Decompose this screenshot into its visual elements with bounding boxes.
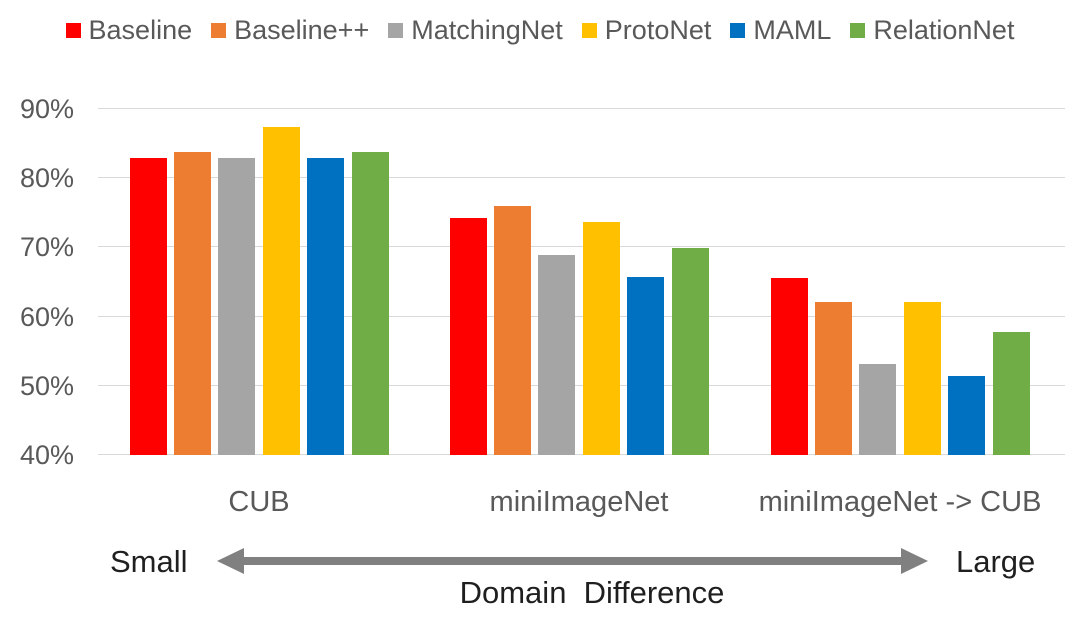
gridline xyxy=(98,384,1065,386)
y-axis-tick-label: 70% xyxy=(19,232,74,263)
bar-matchingnet-miniimagenet-cub xyxy=(859,364,897,455)
legend-swatch-icon xyxy=(730,23,746,38)
large-label: Large xyxy=(956,544,1036,579)
bar-maml-miniimagenet xyxy=(627,277,665,455)
bar-protonet-miniimagenet xyxy=(582,221,620,455)
category-label: miniImageNet -> CUB xyxy=(758,486,1042,518)
plot-area xyxy=(98,95,1065,455)
small-label: Small xyxy=(110,544,188,579)
y-axis-tick-label: 50% xyxy=(19,370,74,401)
gridline xyxy=(98,315,1065,317)
legend-swatch-icon xyxy=(65,23,81,38)
legend-label: MatchingNet xyxy=(411,15,563,45)
gridline xyxy=(98,107,1065,109)
legend-item-relationnet: RelationNet xyxy=(850,14,1014,47)
bar-maml-miniimagenet-cub xyxy=(948,376,986,455)
legend-label: RelationNet xyxy=(873,15,1015,45)
bar-baseline-cub xyxy=(129,158,167,455)
bar-baselinepp-cub xyxy=(173,152,211,455)
domain-difference-caption: Domain Difference xyxy=(459,575,725,610)
legend-swatch-icon xyxy=(211,23,227,38)
bar-maml-cub xyxy=(307,158,345,455)
legend-item-baseline: Baseline xyxy=(65,14,193,47)
chart-legend: Baseline Baseline++ MatchingNet ProtoNet MAM… xyxy=(0,14,1080,47)
legend-swatch-icon xyxy=(581,23,597,38)
legend-label: Baseline xyxy=(88,15,193,45)
domain-difference-arrow xyxy=(242,557,904,565)
y-axis-tick-label: 90% xyxy=(19,93,74,124)
category-label: CUB xyxy=(228,486,290,518)
bar-baseline-miniimagenet-cub xyxy=(770,277,808,455)
gridline xyxy=(98,454,1065,455)
arrow-left-head-icon xyxy=(217,548,244,574)
legend-swatch-icon xyxy=(850,23,866,38)
gridline xyxy=(98,246,1065,248)
bar-matchingnet-cub xyxy=(218,158,256,455)
legend-item-matchingnet: MatchingNet xyxy=(388,14,563,47)
y-axis-tick-label: 40% xyxy=(19,440,74,470)
legend-item-baselinepp: Baseline++ xyxy=(211,14,369,47)
legend-item-maml: MAML xyxy=(730,14,831,47)
bar-baseline-miniimagenet xyxy=(449,217,487,455)
legend-item-protonet: ProtoNet xyxy=(581,14,712,47)
bar-matchingnet-miniimagenet xyxy=(538,254,576,455)
category-label: miniImageNet xyxy=(489,486,669,518)
arrow-right-head-icon xyxy=(901,548,928,574)
legend-label: MAML xyxy=(753,15,832,45)
legend-label: Baseline++ xyxy=(234,15,370,45)
gridline xyxy=(98,177,1065,179)
bar-relationnet-cub xyxy=(351,152,389,455)
bar-protonet-miniimagenet-cub xyxy=(903,302,941,455)
y-axis-tick-label: 60% xyxy=(19,301,74,332)
bar-relationnet-miniimagenet xyxy=(671,248,709,455)
y-axis-tick-label: 80% xyxy=(19,163,74,194)
legend-swatch-icon xyxy=(388,23,404,38)
bar-protonet-cub xyxy=(262,126,300,455)
bar-baselinepp-miniimagenet xyxy=(493,206,531,455)
legend-label: ProtoNet xyxy=(604,15,712,45)
bar-relationnet-miniimagenet-cub xyxy=(992,332,1030,455)
bar-baselinepp-miniimagenet-cub xyxy=(814,302,852,455)
